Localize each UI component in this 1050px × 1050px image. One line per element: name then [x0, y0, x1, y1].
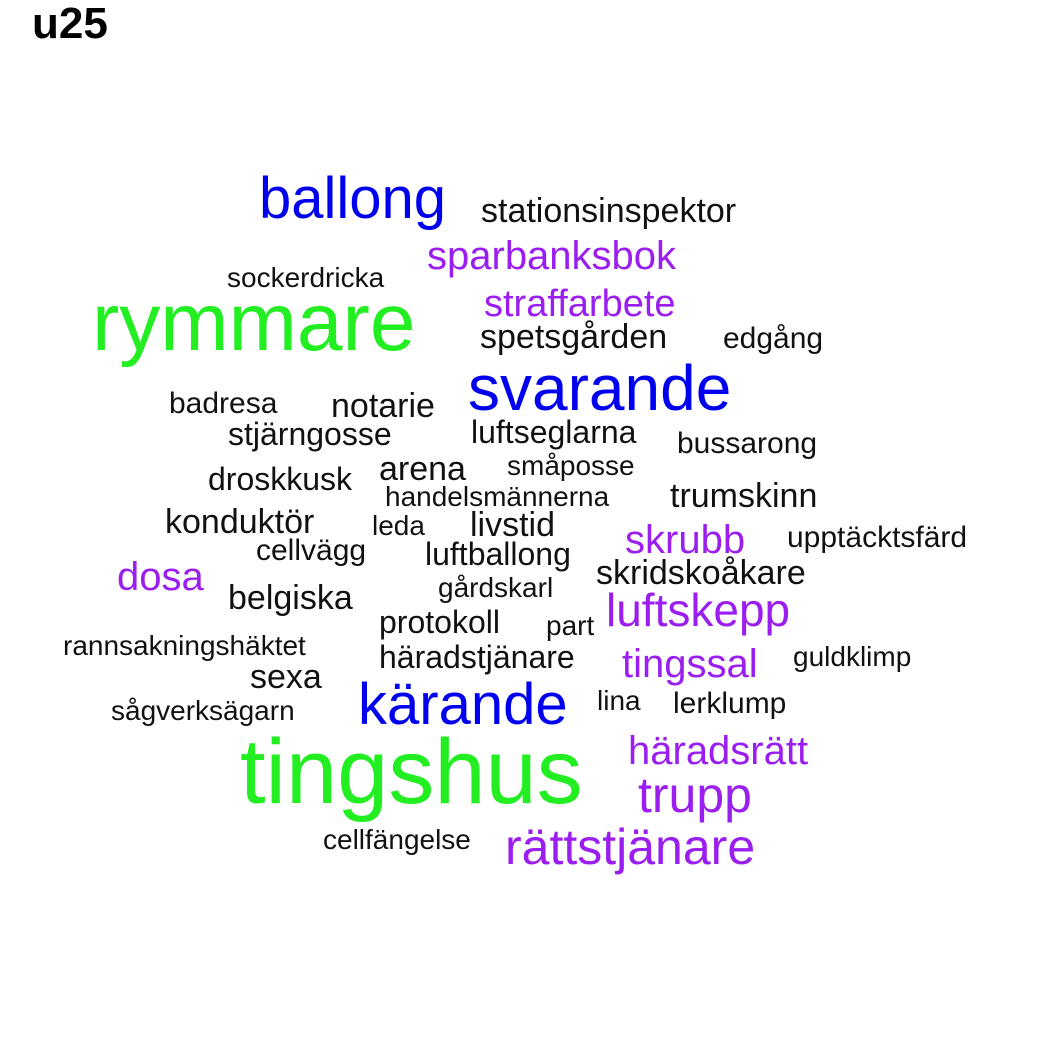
- word: trupp: [638, 767, 752, 823]
- word: småposse: [507, 450, 635, 481]
- word: gårdskarl: [438, 572, 554, 603]
- word: bussarong: [677, 427, 818, 460]
- word: cellfängelse: [323, 824, 471, 855]
- word: belgiska: [228, 579, 353, 617]
- word: notarie: [331, 387, 435, 425]
- word: sågverksägarn: [111, 695, 295, 726]
- word: cellvägg: [256, 534, 367, 567]
- word: trumskinn: [670, 477, 818, 515]
- word: svarande: [468, 352, 732, 424]
- word: rannsakningshäktet: [63, 630, 306, 661]
- word: part: [546, 610, 595, 641]
- word: lina: [597, 685, 641, 716]
- word: upptäcktsfärd: [787, 521, 968, 554]
- word: droskkusk: [208, 461, 353, 497]
- word: handelsmännerna: [385, 481, 610, 512]
- word: luftskepp: [606, 584, 791, 636]
- word: sockerdricka: [227, 262, 385, 293]
- word: häradstjänare: [379, 639, 575, 675]
- word: tingssal: [622, 642, 758, 686]
- word: sparbanksbok: [427, 234, 677, 278]
- word: sexa: [250, 658, 322, 696]
- word: stationsinspektor: [481, 192, 737, 230]
- word: protokoll: [379, 604, 500, 640]
- word: leda: [372, 510, 425, 541]
- word: livstid: [470, 506, 556, 544]
- word: badresa: [169, 387, 278, 420]
- word: arena: [379, 450, 466, 488]
- word: rättstjänare: [505, 819, 756, 875]
- word: stjärngosse: [228, 416, 392, 452]
- word: luftseglarna: [471, 414, 637, 450]
- word: kärande: [358, 672, 568, 737]
- word: rymmare: [92, 277, 416, 368]
- word: tingshus: [240, 721, 583, 823]
- word: straffarbete: [484, 283, 676, 325]
- word: luftballong: [425, 536, 571, 572]
- word: konduktör: [165, 503, 315, 541]
- word: guldklimp: [793, 641, 912, 672]
- word: häradsrätt: [628, 729, 809, 773]
- word: ballong: [259, 166, 447, 231]
- word: skridskoåkare: [596, 554, 806, 592]
- plot-title: u25: [32, 0, 108, 48]
- word: spetsgården: [480, 318, 668, 356]
- word: dosa: [117, 555, 204, 599]
- word: lerklump: [673, 687, 787, 720]
- word: edgång: [723, 322, 824, 355]
- word: skrubb: [625, 518, 746, 562]
